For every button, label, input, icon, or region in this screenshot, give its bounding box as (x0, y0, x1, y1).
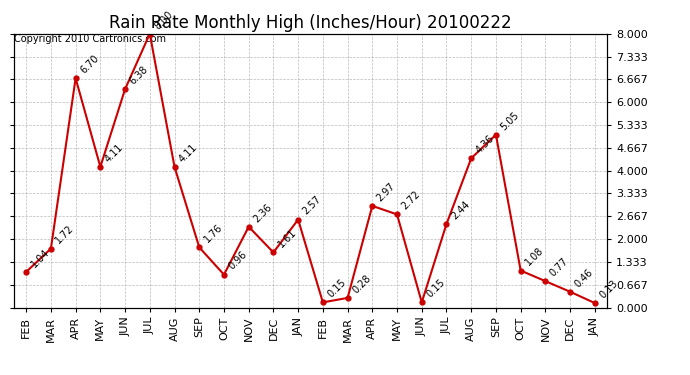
Text: 0.28: 0.28 (351, 273, 373, 295)
Title: Rain Rate Monthly High (Inches/Hour) 20100222: Rain Rate Monthly High (Inches/Hour) 201… (109, 14, 512, 32)
Text: 2.72: 2.72 (400, 189, 422, 211)
Text: 0.15: 0.15 (326, 278, 348, 300)
Text: 0.13: 0.13 (598, 278, 620, 300)
Text: 2.57: 2.57 (301, 194, 324, 217)
Text: 4.36: 4.36 (474, 134, 496, 156)
Text: 1.61: 1.61 (276, 228, 298, 250)
Text: 2.36: 2.36 (251, 202, 274, 224)
Text: 1.72: 1.72 (54, 224, 76, 246)
Text: 5.05: 5.05 (499, 110, 521, 132)
Text: 6.38: 6.38 (128, 64, 150, 86)
Text: 0.15: 0.15 (424, 278, 447, 300)
Text: 2.97: 2.97 (375, 181, 397, 203)
Text: 1.76: 1.76 (202, 222, 224, 245)
Text: 4.11: 4.11 (103, 142, 126, 164)
Text: 2.44: 2.44 (449, 199, 471, 221)
Text: 8.00: 8.00 (152, 9, 175, 31)
Text: 6.70: 6.70 (79, 53, 101, 75)
Text: 0.96: 0.96 (227, 250, 249, 272)
Text: 4.11: 4.11 (177, 142, 199, 164)
Text: 1.04: 1.04 (29, 247, 51, 269)
Text: 1.08: 1.08 (524, 246, 546, 268)
Text: 0.46: 0.46 (573, 267, 595, 289)
Text: Copyright 2010 Cartronics.com: Copyright 2010 Cartronics.com (14, 34, 166, 44)
Text: 0.77: 0.77 (548, 256, 571, 278)
